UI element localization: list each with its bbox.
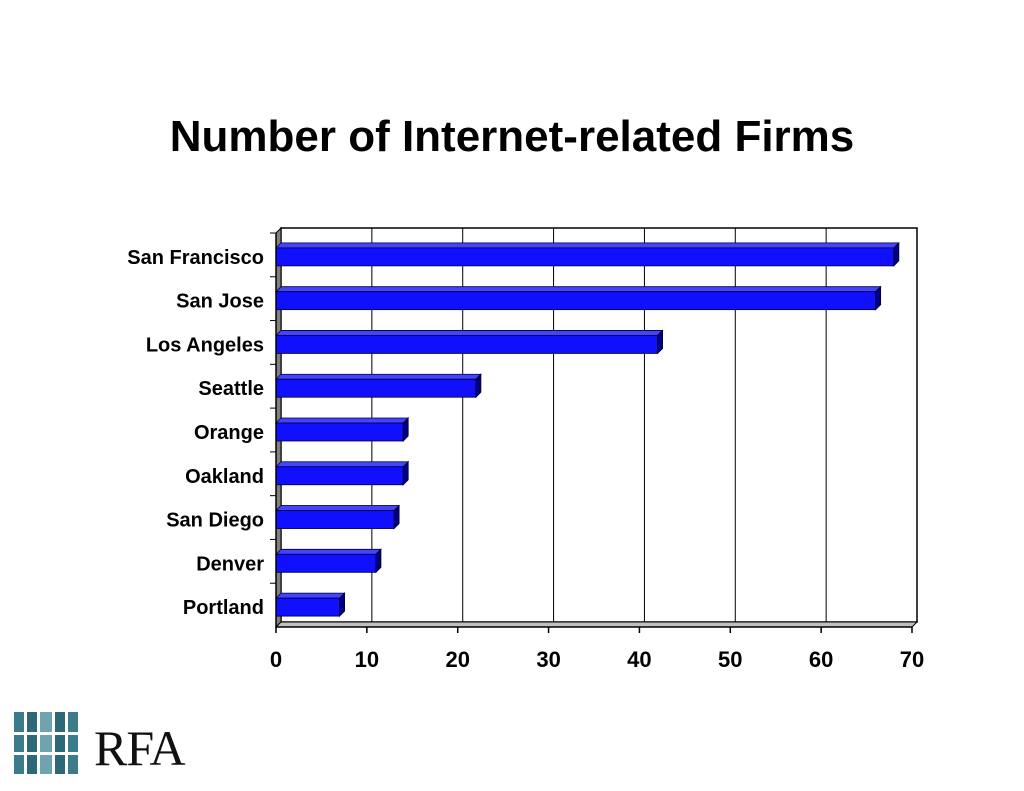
x-tick-label: 50 bbox=[718, 647, 742, 672]
bar-top bbox=[275, 548, 382, 555]
x-tick-label: 70 bbox=[900, 647, 924, 672]
bar-top bbox=[275, 461, 410, 468]
bar bbox=[275, 335, 659, 354]
category-label: San Diego bbox=[166, 510, 264, 532]
x-tick-label: 10 bbox=[355, 647, 379, 672]
bar bbox=[275, 422, 404, 442]
bar bbox=[275, 466, 404, 486]
bar-top bbox=[275, 592, 346, 599]
bar bbox=[275, 597, 340, 617]
rfa-logo: RFA bbox=[14, 712, 214, 776]
bar-top bbox=[275, 286, 882, 293]
bar-end bbox=[402, 460, 409, 486]
bar-top bbox=[275, 417, 410, 424]
bar bbox=[275, 378, 477, 398]
bar-top bbox=[275, 330, 664, 336]
bar bbox=[275, 510, 395, 529]
rfa-logo-text: RFA bbox=[94, 720, 186, 776]
bar-top bbox=[275, 373, 482, 380]
x-tick-label: 60 bbox=[809, 647, 833, 672]
rfa-logo-icon bbox=[14, 712, 78, 774]
bar-end bbox=[393, 504, 400, 530]
category-label: Los Angeles bbox=[146, 334, 264, 356]
x-tick-label: 40 bbox=[627, 647, 651, 672]
bar-top bbox=[275, 505, 401, 511]
bar bbox=[275, 553, 377, 573]
category-label: Portland bbox=[183, 597, 264, 619]
x-tick-label: 20 bbox=[445, 647, 469, 672]
bar-end bbox=[339, 592, 346, 618]
category-label: Oakland bbox=[185, 466, 264, 488]
bar bbox=[275, 291, 877, 311]
bar-end bbox=[402, 417, 409, 442]
bar-end bbox=[875, 285, 882, 311]
bar-end bbox=[657, 329, 663, 355]
chart-title: Number of Internet-related Firms bbox=[169, 112, 855, 161]
bar-end bbox=[475, 373, 482, 399]
category-label: Seattle bbox=[198, 378, 264, 400]
category-label: Denver bbox=[196, 553, 264, 575]
x-tick-label: 0 bbox=[270, 647, 282, 672]
category-label: Orange bbox=[194, 422, 264, 444]
bar-top bbox=[275, 242, 900, 249]
bar-end bbox=[893, 241, 900, 267]
category-label: San Jose bbox=[176, 291, 264, 313]
bar-end bbox=[375, 548, 382, 574]
x-tick-label: 30 bbox=[536, 647, 560, 672]
category-label: San Francisco bbox=[127, 247, 264, 269]
bar bbox=[275, 247, 895, 267]
